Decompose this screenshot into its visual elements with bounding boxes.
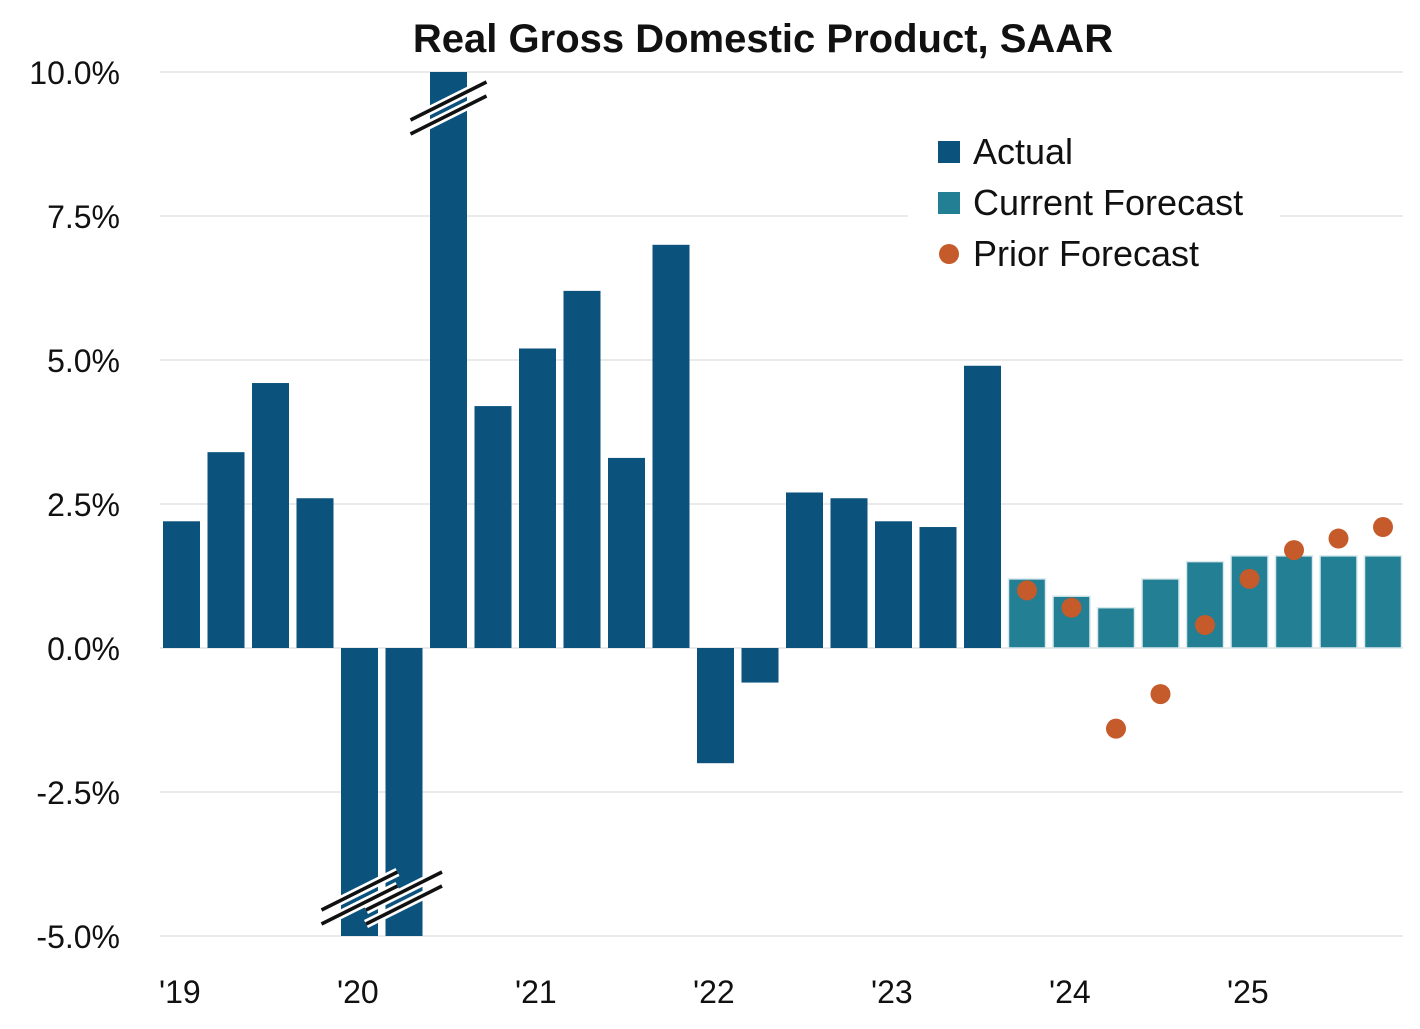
prior-forecast-dot-2024Q4 [1195,614,1215,635]
actual-bar-2019Q3 [252,383,289,648]
prior-forecast-dot-2024Q3 [1150,684,1171,705]
current-forecast-bar-2025Q3 [1319,555,1358,649]
actual-legend-swatch [938,141,960,163]
x-tick-label: '24 [1049,974,1091,1010]
y-tick-label: -5.0% [36,919,120,955]
actual-bar-2023Q2 [919,527,957,648]
prior-forecast-dot-2024Q2 [1106,718,1126,739]
actual-bar-2021Q4 [652,244,690,649]
prior-forecast-dot-2025Q2 [1284,540,1304,561]
actual-bar-2023Q3 [964,365,1001,648]
actual-bar-2022Q3 [786,492,823,648]
actual-legend-label: Actual [973,131,1073,172]
axis-break-mark [365,884,443,926]
current-forecast-bar-2024Q3 [1141,578,1180,649]
axis-break-mark [409,94,488,136]
actual-bar-2021Q2 [563,290,601,648]
prior-forecast-legend-swatch [939,244,959,264]
y-tick-label: 2.5% [47,487,120,523]
y-tick-label: 0.0% [47,631,120,667]
x-tick-label: '21 [515,974,557,1010]
x-tick-label: '25 [1227,974,1269,1010]
current-forecast-legend-label: Current Forecast [973,182,1243,223]
prior-forecast-dot-2025Q4 [1373,517,1393,538]
actual-bar-2019Q2 [207,452,245,648]
current-forecast-bar-2024Q4 [1185,560,1225,649]
x-axis-ticks: '19 '20 '21 '22 '23 '24 '25 [159,974,1269,1010]
axis-break-mark [409,80,488,122]
actual-bar-2021Q1 [519,348,556,648]
prior-forecast-dot-2025Q3 [1328,528,1349,549]
current-forecast-legend-swatch [938,192,960,214]
y-tick-label: -2.5% [36,775,120,811]
x-tick-label: '23 [871,974,913,1010]
current-forecast-bar-2025Q4 [1363,555,1403,649]
prior-forecast-dot-2024Q1 [1061,597,1082,618]
y-tick-label: 7.5% [47,199,120,235]
legend: Actual Current Forecast Prior Forecast [908,122,1280,282]
actual-bar-2021Q3 [608,457,645,648]
actual-bar-2019Q1 [163,521,200,648]
current-forecast-bar-2025Q2 [1274,555,1314,649]
y-axis-ticks: 10.0% 7.5% 5.0% 2.5% 0.0% -2.5% -5.0% [29,55,120,955]
x-tick-label: '20 [337,974,379,1010]
current-forecast-bar-2024Q2 [1096,606,1136,649]
x-tick-label: '19 [159,974,201,1010]
prior-forecast-legend-label: Prior Forecast [973,233,1199,274]
axis-breaks [319,77,489,929]
prior-forecast-dot-2023Q4 [1017,580,1037,601]
actual-bar-2022Q4 [830,498,868,648]
y-tick-label: 10.0% [29,55,120,91]
chart-title: Real Gross Domestic Product, SAAR [413,17,1113,61]
actual-bar-2022Q2 [741,648,779,683]
axis-break-mark [365,870,443,912]
axis-break-mark [320,870,399,912]
legend-background [908,122,1280,282]
actual-bar-2019Q4 [296,498,334,648]
y-tick-label: 5.0% [47,343,120,379]
actual-bar-2020Q3 [430,72,467,648]
prior-forecast-dot-2025Q1 [1239,568,1260,589]
actual-bar-2020Q4 [474,406,512,648]
actual-bar-2022Q1 [697,648,734,764]
axis-break-mark [320,884,399,926]
actual-bar-2023Q1 [875,521,912,648]
x-tick-label: '22 [693,974,735,1010]
prior-forecast-dots [1017,517,1393,739]
